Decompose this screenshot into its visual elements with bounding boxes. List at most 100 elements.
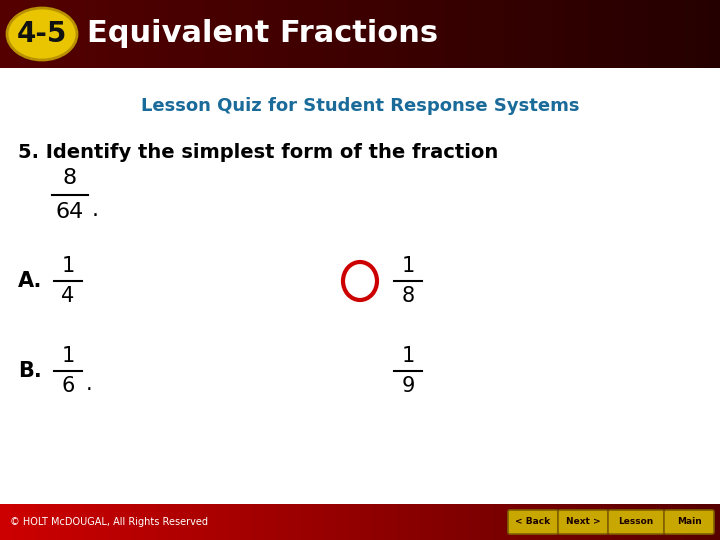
FancyBboxPatch shape <box>108 504 120 540</box>
FancyBboxPatch shape <box>300 0 312 68</box>
FancyBboxPatch shape <box>132 0 144 68</box>
FancyBboxPatch shape <box>84 0 96 68</box>
FancyBboxPatch shape <box>612 0 624 68</box>
FancyBboxPatch shape <box>168 0 180 68</box>
FancyBboxPatch shape <box>608 510 664 534</box>
FancyBboxPatch shape <box>48 504 60 540</box>
FancyBboxPatch shape <box>0 68 720 504</box>
FancyBboxPatch shape <box>588 504 600 540</box>
Text: 8: 8 <box>402 286 415 306</box>
Text: 5. Identify the simplest form of the fraction: 5. Identify the simplest form of the fra… <box>18 144 498 163</box>
FancyBboxPatch shape <box>480 504 492 540</box>
FancyBboxPatch shape <box>48 0 60 68</box>
FancyBboxPatch shape <box>60 0 72 68</box>
FancyBboxPatch shape <box>600 504 612 540</box>
FancyBboxPatch shape <box>216 0 228 68</box>
FancyBboxPatch shape <box>252 504 264 540</box>
FancyBboxPatch shape <box>432 504 444 540</box>
Ellipse shape <box>7 8 77 60</box>
Text: 1: 1 <box>61 256 75 276</box>
FancyBboxPatch shape <box>696 504 708 540</box>
FancyBboxPatch shape <box>24 504 36 540</box>
Text: © HOLT McDOUGAL, All Rights Reserved: © HOLT McDOUGAL, All Rights Reserved <box>10 517 208 527</box>
FancyBboxPatch shape <box>276 504 288 540</box>
Text: 4: 4 <box>61 286 75 306</box>
Text: Lesson: Lesson <box>618 517 654 526</box>
FancyBboxPatch shape <box>204 504 216 540</box>
Text: Next >: Next > <box>566 517 600 526</box>
FancyBboxPatch shape <box>564 0 576 68</box>
FancyBboxPatch shape <box>432 0 444 68</box>
FancyBboxPatch shape <box>228 0 240 68</box>
FancyBboxPatch shape <box>84 504 96 540</box>
Text: 6: 6 <box>61 376 75 396</box>
FancyBboxPatch shape <box>24 0 36 68</box>
FancyBboxPatch shape <box>348 0 360 68</box>
Text: A.: A. <box>18 271 42 291</box>
Text: Equivalent Fractions: Equivalent Fractions <box>87 19 438 49</box>
FancyBboxPatch shape <box>492 0 504 68</box>
FancyBboxPatch shape <box>420 504 432 540</box>
FancyBboxPatch shape <box>664 510 714 534</box>
FancyBboxPatch shape <box>600 0 612 68</box>
FancyBboxPatch shape <box>360 0 372 68</box>
FancyBboxPatch shape <box>240 504 252 540</box>
FancyBboxPatch shape <box>60 504 72 540</box>
FancyBboxPatch shape <box>684 504 696 540</box>
FancyBboxPatch shape <box>456 0 468 68</box>
FancyBboxPatch shape <box>648 504 660 540</box>
Text: 1: 1 <box>401 256 415 276</box>
FancyBboxPatch shape <box>576 0 588 68</box>
Text: 64: 64 <box>56 202 84 222</box>
Text: Lesson Quiz for Student Response Systems: Lesson Quiz for Student Response Systems <box>140 97 580 115</box>
Text: 8: 8 <box>63 168 77 188</box>
FancyBboxPatch shape <box>192 0 204 68</box>
FancyBboxPatch shape <box>240 0 252 68</box>
FancyBboxPatch shape <box>156 504 168 540</box>
FancyBboxPatch shape <box>192 504 204 540</box>
FancyBboxPatch shape <box>480 0 492 68</box>
FancyBboxPatch shape <box>396 504 408 540</box>
Text: 1: 1 <box>61 346 75 366</box>
FancyBboxPatch shape <box>36 504 48 540</box>
FancyBboxPatch shape <box>564 504 576 540</box>
FancyBboxPatch shape <box>624 0 636 68</box>
FancyBboxPatch shape <box>72 0 84 68</box>
Text: 1: 1 <box>401 346 415 366</box>
FancyBboxPatch shape <box>372 0 384 68</box>
Text: < Back: < Back <box>516 517 551 526</box>
FancyBboxPatch shape <box>528 504 540 540</box>
FancyBboxPatch shape <box>558 510 608 534</box>
FancyBboxPatch shape <box>696 0 708 68</box>
FancyBboxPatch shape <box>552 0 564 68</box>
FancyBboxPatch shape <box>12 0 24 68</box>
Text: Main: Main <box>677 517 701 526</box>
FancyBboxPatch shape <box>516 504 528 540</box>
FancyBboxPatch shape <box>468 0 480 68</box>
FancyBboxPatch shape <box>456 504 468 540</box>
FancyBboxPatch shape <box>360 504 372 540</box>
FancyBboxPatch shape <box>708 0 720 68</box>
FancyBboxPatch shape <box>12 504 24 540</box>
Text: .: . <box>86 374 93 394</box>
FancyBboxPatch shape <box>552 504 564 540</box>
Text: 9: 9 <box>401 376 415 396</box>
FancyBboxPatch shape <box>444 504 456 540</box>
FancyBboxPatch shape <box>420 0 432 68</box>
FancyBboxPatch shape <box>264 0 276 68</box>
FancyBboxPatch shape <box>168 504 180 540</box>
FancyBboxPatch shape <box>120 504 132 540</box>
FancyBboxPatch shape <box>96 0 108 68</box>
FancyBboxPatch shape <box>576 504 588 540</box>
FancyBboxPatch shape <box>648 0 660 68</box>
Text: B.: B. <box>18 361 42 381</box>
FancyBboxPatch shape <box>0 504 12 540</box>
FancyBboxPatch shape <box>228 504 240 540</box>
FancyBboxPatch shape <box>672 504 684 540</box>
FancyBboxPatch shape <box>156 0 168 68</box>
Text: .: . <box>92 200 99 220</box>
FancyBboxPatch shape <box>588 0 600 68</box>
FancyBboxPatch shape <box>708 504 720 540</box>
FancyBboxPatch shape <box>660 504 672 540</box>
FancyBboxPatch shape <box>636 0 648 68</box>
